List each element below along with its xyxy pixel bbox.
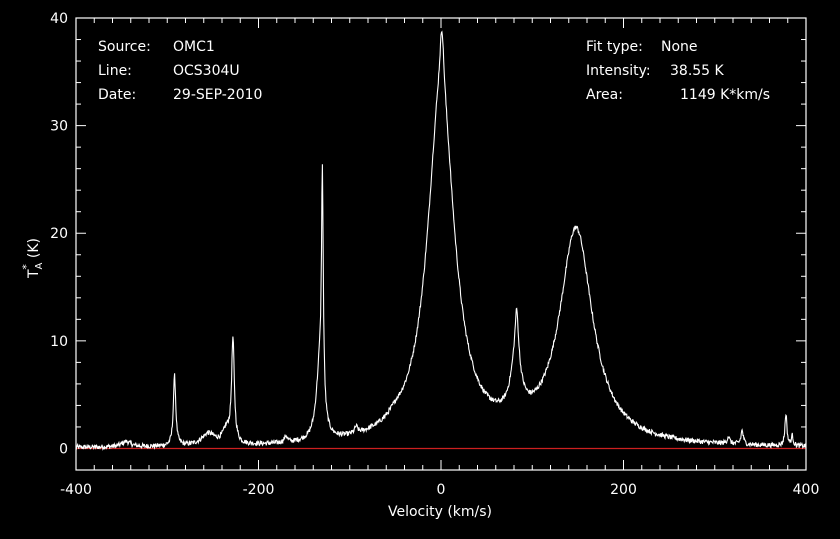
x-tick-label: 0 [437, 482, 446, 498]
x-tick-label: 200 [610, 482, 637, 498]
line-label: Line: [98, 63, 132, 79]
area-label: Area: [586, 87, 623, 103]
y-axis-label-sup: * [20, 264, 33, 270]
source-label: Source: [98, 39, 151, 55]
spectrum-line [75, 30, 807, 451]
area-value: 1149 K*km/s [680, 87, 770, 103]
x-axis-label: Velocity (km/s) [388, 504, 492, 520]
y-tick-label: 20 [50, 226, 68, 242]
y-axis-label-unit: (K) [26, 238, 42, 258]
fit-type-label: Fit type: [586, 39, 643, 55]
y-tick-label: 40 [50, 11, 68, 27]
x-tick-label: 400 [793, 482, 820, 498]
y-tick-label: 30 [50, 119, 68, 135]
x-tick-label: -200 [243, 482, 275, 498]
svg-text:TA*(K): TA* (K) [20, 238, 45, 279]
intensity-value: 38.55 K [670, 63, 725, 79]
plot-frame [75, 17, 807, 471]
x-tick-label: -400 [60, 482, 92, 498]
line-value: OCS304U [173, 63, 240, 79]
y-axis-label-main: T [26, 269, 42, 279]
tick-labels: -400 -200 0 200 400 0 10 20 30 40 [50, 11, 819, 498]
date-label: Date: [98, 87, 136, 103]
date-value: 29-SEP-2010 [173, 87, 262, 103]
source-value: OMC1 [173, 39, 215, 55]
y-axis-label: TA* (K) [20, 238, 45, 279]
y-tick-label: 10 [50, 334, 68, 350]
y-tick-label: 0 [59, 441, 68, 457]
fit-type-value: None [661, 39, 698, 55]
y-axis-label-sub: A [34, 262, 45, 269]
intensity-label: Intensity: [586, 63, 651, 79]
